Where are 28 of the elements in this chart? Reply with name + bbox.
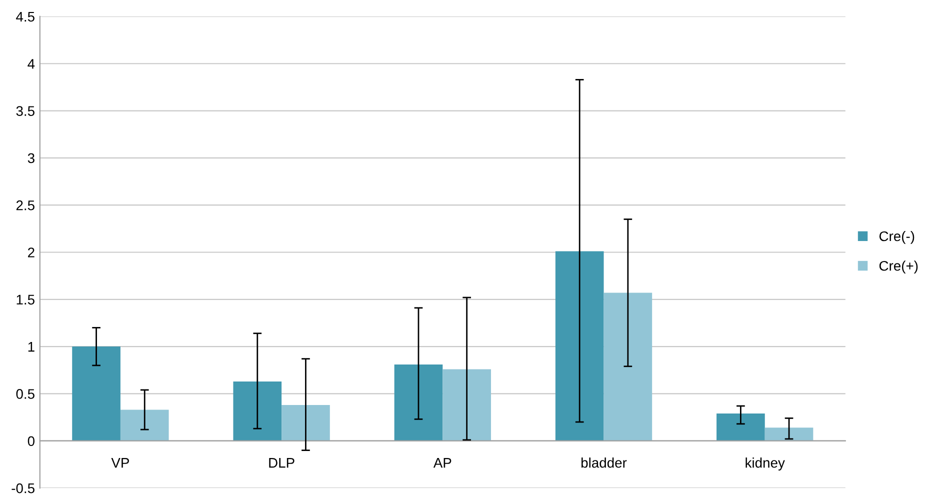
y-tick-label: 3.5 [16, 106, 34, 116]
x-tick-label: bladder [581, 458, 627, 468]
bar [282, 405, 330, 441]
bar [442, 369, 491, 441]
bar [233, 381, 282, 441]
bar [394, 364, 443, 441]
y-tick-label: 3 [28, 153, 34, 164]
y-tick-label: 1.5 [16, 294, 34, 305]
bar [72, 346, 120, 441]
bar [555, 251, 604, 441]
y-tick-label: 0.5 [16, 389, 34, 399]
legend-label: Cre(+) [879, 260, 918, 274]
y-tick-label: 1 [28, 342, 34, 352]
x-tick-label: VP [111, 458, 129, 468]
y-tick-label: 2 [28, 248, 34, 258]
bar [604, 292, 652, 441]
bar [764, 428, 814, 441]
y-tick-label: -0.5 [12, 483, 34, 494]
legend-label: Cre(-) [879, 230, 914, 244]
x-tick-label: DLP [269, 458, 294, 468]
y-tick-label: 4 [28, 59, 35, 69]
x-tick-label: AP [433, 458, 452, 468]
bar [120, 410, 169, 441]
x-tick-label: kidney [746, 458, 785, 470]
y-tick-label: 0 [28, 436, 34, 446]
y-tick-label: 4.5 [16, 12, 34, 22]
bar [716, 414, 765, 441]
y-tick-label: 2.5 [16, 200, 34, 210]
